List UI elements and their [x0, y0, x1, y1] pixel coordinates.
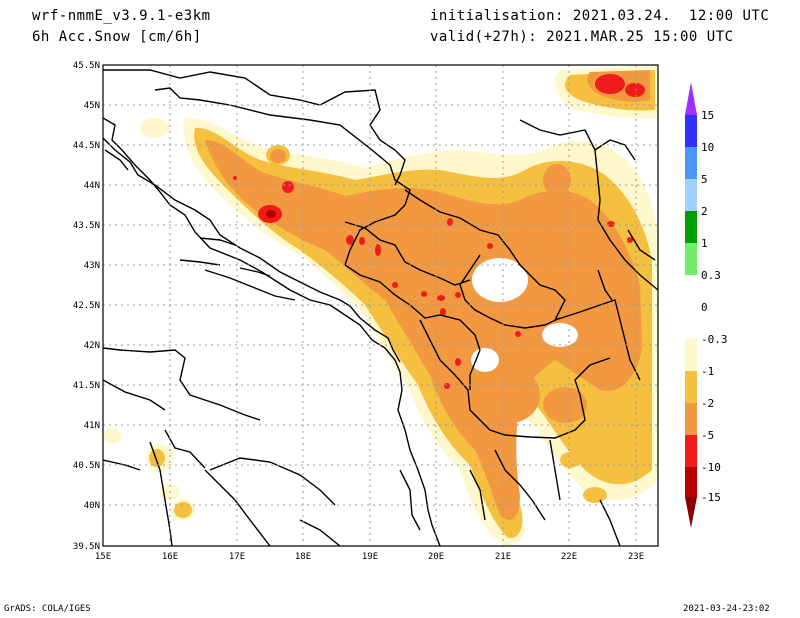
graticule — [103, 65, 658, 546]
map-frame — [102, 64, 659, 547]
colorbar-label: 2 — [701, 205, 708, 218]
lat-label: 40.5N — [73, 461, 100, 471]
colorbar-label: -2 — [701, 397, 714, 410]
colorbar-swatch — [685, 467, 697, 497]
lon-label: 16E — [162, 552, 178, 562]
footer-timestamp: 2021-03-24-23:02 — [683, 604, 770, 614]
colorbar-swatch — [685, 147, 697, 179]
lon-label: 19E — [362, 552, 378, 562]
lon-label: 23E — [628, 552, 644, 562]
colorbar: 15 10 5 2 1 0.3 0 -0.3 -1 -2 -5 -10 -15 — [685, 82, 728, 528]
lat-label: 40N — [84, 501, 100, 511]
snow-band-darkred — [266, 210, 276, 218]
model-title: wrf-nmmE_v3.9.1-e3km — [32, 8, 211, 24]
lon-axis: 15E 16E 17E 18E 19E 20E 21E 22E 23E — [95, 552, 644, 562]
colorbar-swatch — [685, 435, 697, 467]
coastlines-borders — [103, 69, 658, 546]
lon-label: 21E — [495, 552, 511, 562]
colorbar-swatch — [685, 307, 697, 339]
lon-label: 17E — [229, 552, 245, 562]
lat-label: 42.5N — [73, 301, 100, 311]
colorbar-label: 1 — [701, 237, 708, 250]
colorbar-label: 10 — [701, 141, 714, 154]
colorbar-top-arrow — [685, 82, 697, 115]
lat-label: 41.5N — [73, 381, 100, 391]
colorbar-label: -0.3 — [701, 333, 728, 346]
colorbar-swatch — [685, 211, 697, 243]
lat-label: 43N — [84, 261, 100, 271]
lat-label: 43.5N — [73, 221, 100, 231]
colorbar-swatch — [685, 371, 697, 403]
lat-label: 41N — [84, 421, 100, 431]
colorbar-label: 5 — [701, 173, 708, 186]
valid-time: valid(+27h): 2021.MAR.25 15:00 UTC — [430, 29, 734, 45]
colorbar-swatch — [685, 403, 697, 435]
lat-label: 45N — [84, 101, 100, 111]
colorbar-swatch — [685, 275, 697, 307]
lon-label: 18E — [295, 552, 311, 562]
field-title: 6h Acc.Snow [cm/6h] — [32, 29, 202, 45]
footer-credit: GrADS: COLA/IGES — [4, 604, 91, 614]
colorbar-swatch — [685, 339, 697, 371]
lat-label: 39.5N — [73, 542, 100, 552]
lon-label: 22E — [561, 552, 577, 562]
colorbar-label: 15 — [701, 109, 714, 122]
colorbar-label: 0 — [701, 301, 708, 314]
init-time: initialisation: 2021.03.24. 12:00 UTC — [430, 8, 770, 24]
lon-label: 15E — [95, 552, 111, 562]
lat-label: 42N — [84, 341, 100, 351]
colorbar-label: -1 — [701, 365, 714, 378]
lat-label: 45.5N — [73, 61, 100, 71]
colorbar-label: 0.3 — [701, 269, 721, 282]
colorbar-swatch — [685, 179, 697, 211]
lat-label: 44.5N — [73, 141, 100, 151]
lon-label: 20E — [428, 552, 444, 562]
colorbar-label: -15 — [701, 491, 721, 504]
colorbar-label: -10 — [701, 461, 721, 474]
colorbar-swatch — [685, 115, 697, 147]
colorbar-label: -5 — [701, 429, 714, 442]
colorbar-bottom-arrow — [685, 497, 697, 528]
lat-label: 44N — [84, 181, 100, 191]
colorbar-swatch — [685, 243, 697, 275]
lat-axis: 45.5N 45N 44.5N 44N 43.5N 43N 42.5N 42N … — [73, 61, 100, 552]
